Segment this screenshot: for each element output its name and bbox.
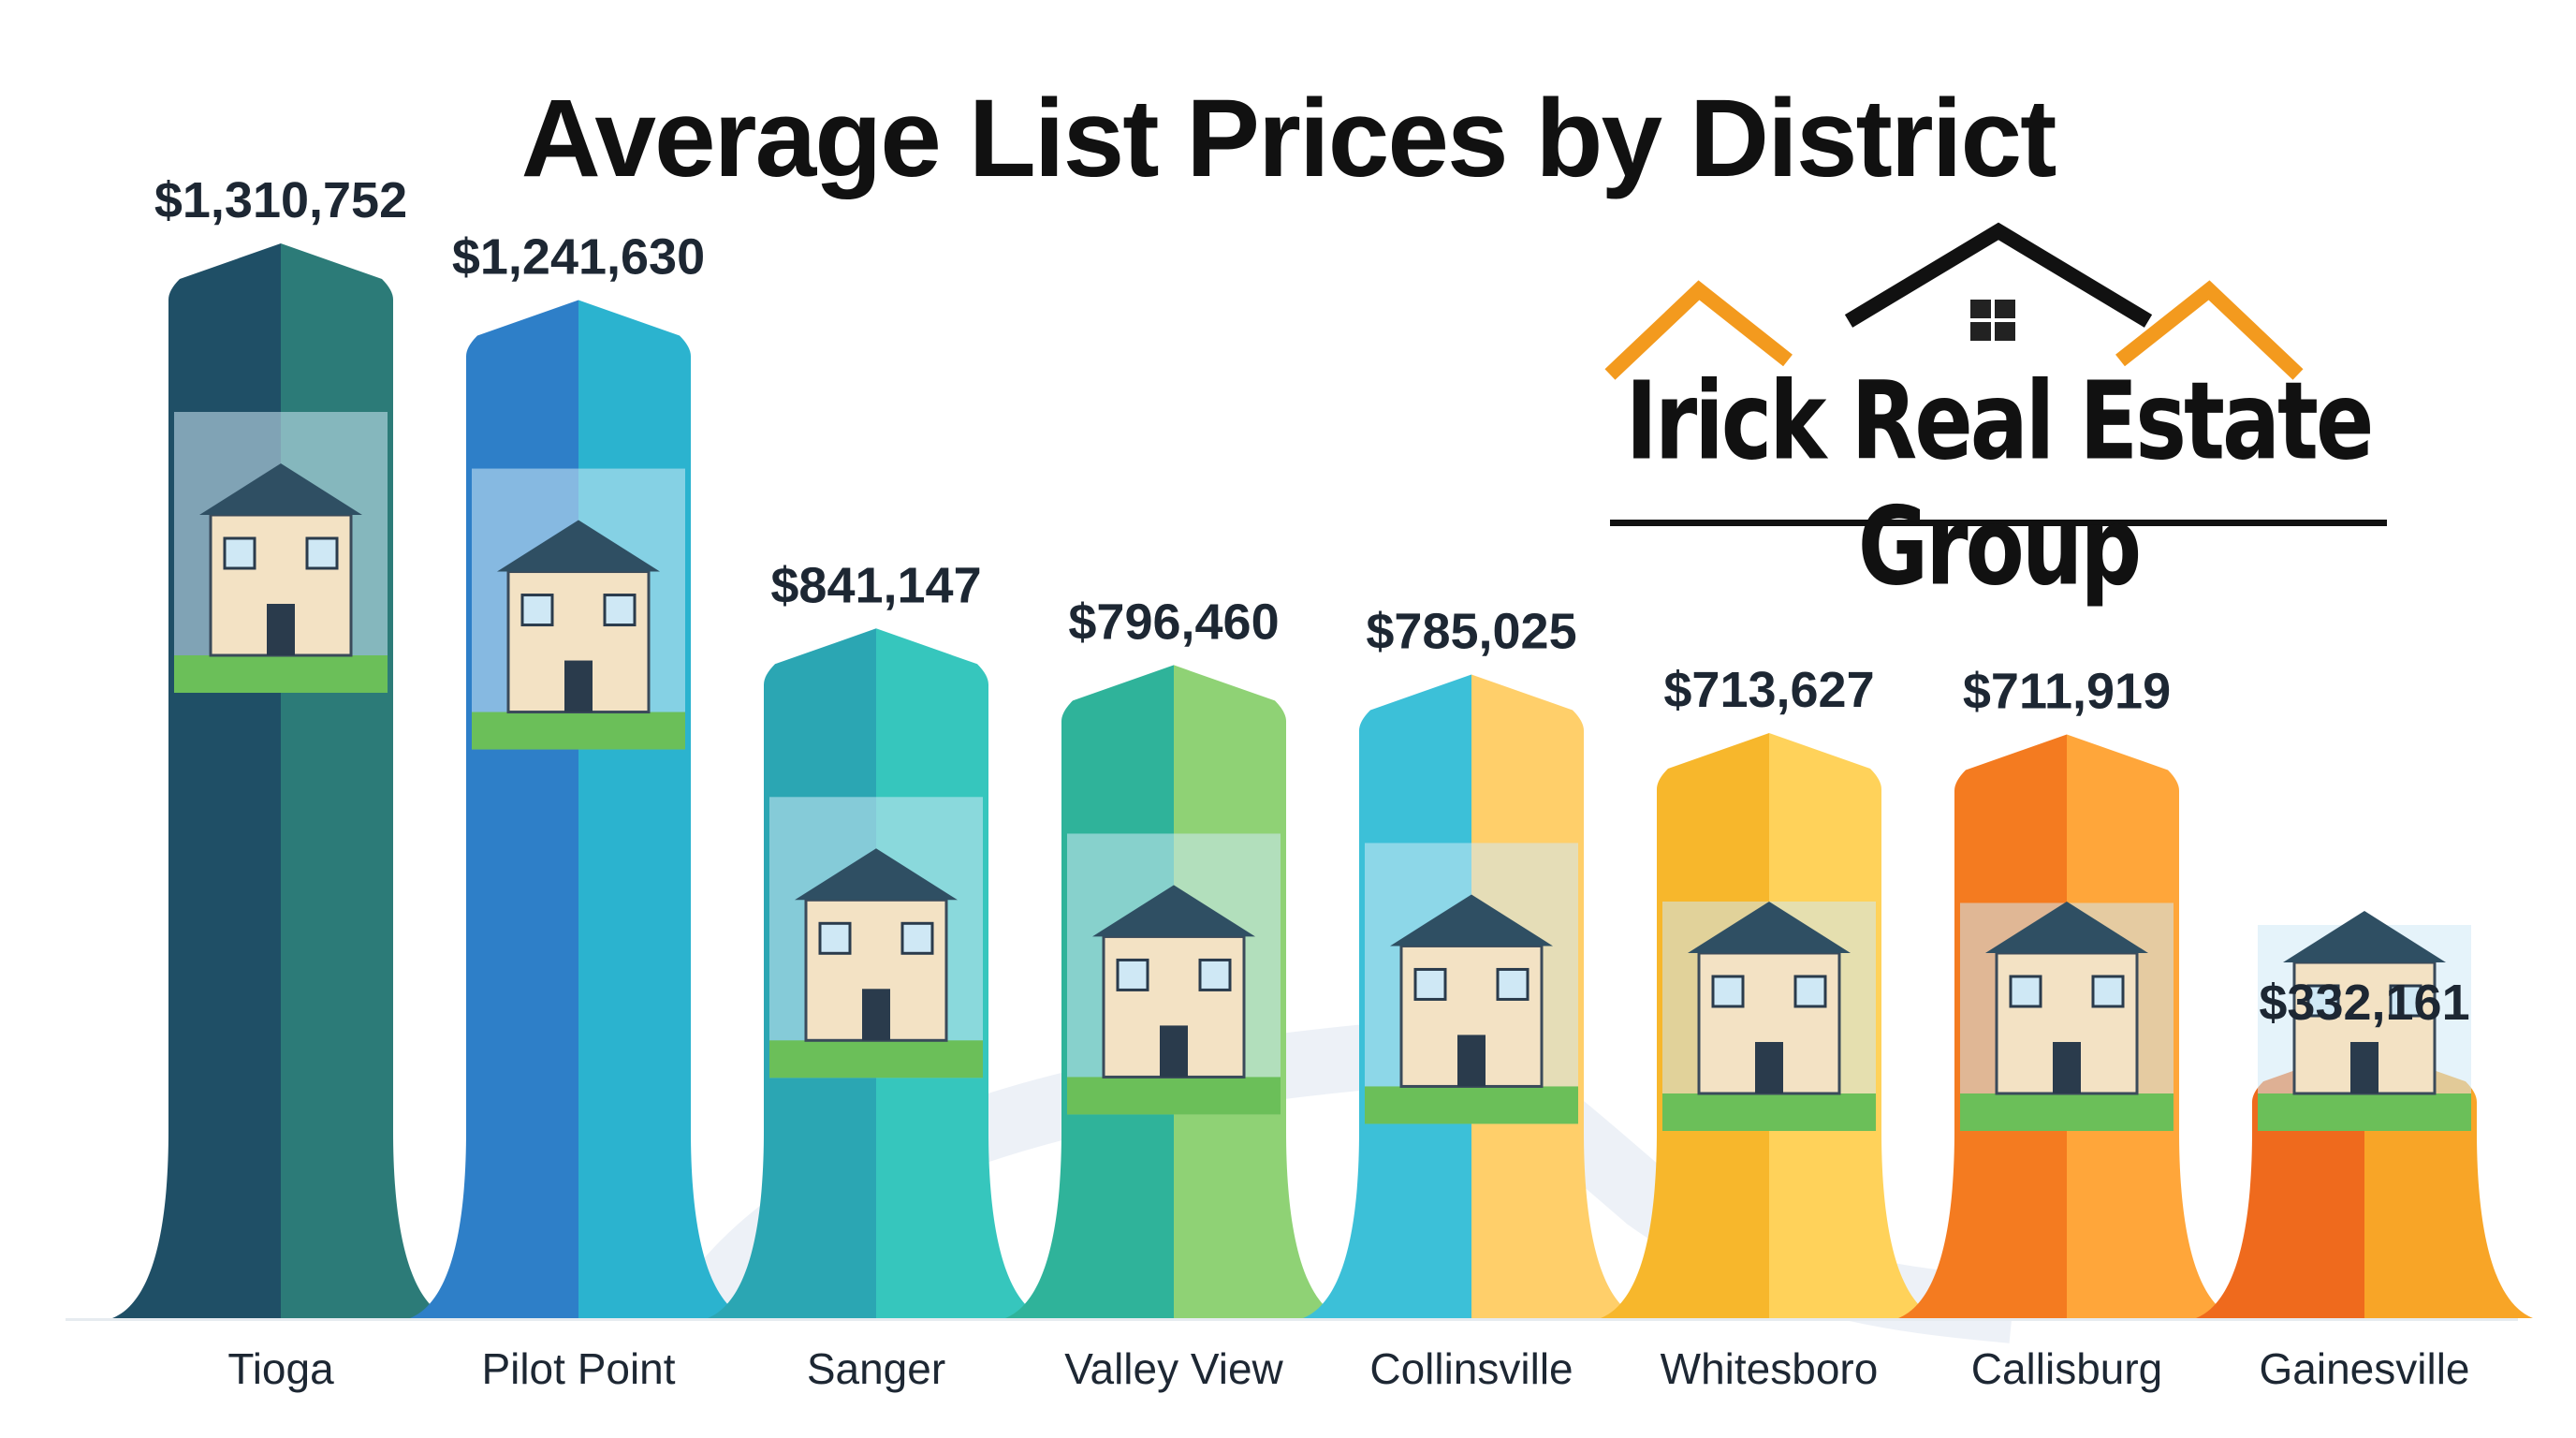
window-icon [305, 536, 339, 570]
bar-pilot-point [410, 300, 747, 1319]
window-icon [1116, 958, 1149, 991]
category-label: Tioga [227, 1344, 334, 1393]
window-icon [2009, 975, 2042, 1008]
company-logo: Irick Real Estate Group [1601, 220, 2396, 609]
value-label: $1,241,630 [452, 229, 705, 286]
value-label: $332,161 [2259, 975, 2469, 1031]
door-icon [862, 989, 890, 1041]
door-icon [564, 660, 593, 712]
category-label: Whitesboro [1661, 1344, 1879, 1393]
grass-strip [1662, 1093, 1876, 1131]
roof-icon [1390, 894, 1553, 946]
window-icon [1711, 975, 1745, 1008]
roof-icon [1985, 902, 2148, 953]
logo-text: Irick Real Estate Group [1625, 359, 2375, 609]
window-icon [1496, 967, 1530, 1001]
value-label: $785,025 [1366, 603, 1576, 659]
door-icon [1160, 1025, 1188, 1078]
chart-title: Average List Prices by District [520, 77, 2057, 200]
category-label: Gainesville [2260, 1344, 2470, 1393]
window-icon [1793, 975, 1827, 1008]
grass-strip [1365, 1086, 1578, 1124]
baseline [66, 1318, 2518, 1321]
roof-icon [795, 848, 958, 901]
window-icon [2091, 975, 2125, 1008]
grass-strip [174, 655, 388, 693]
window-icon [2306, 984, 2340, 1018]
category-label: Pilot Point [481, 1344, 675, 1393]
roof-icon [199, 463, 362, 515]
roof-icon [1688, 902, 1851, 953]
category-label: Callisburg [1971, 1344, 2163, 1393]
value-label: $711,919 [1963, 663, 2171, 719]
value-label: $713,627 [1663, 662, 1874, 718]
grass-strip [2258, 1093, 2471, 1131]
window-icon [520, 594, 554, 627]
door-icon [1755, 1042, 1783, 1093]
house-roof-icon [1604, 222, 2387, 526]
window-icon [1413, 967, 1447, 1001]
window-icon [2389, 984, 2422, 1018]
window-icon [900, 921, 934, 955]
grass-strip [1960, 1093, 2174, 1131]
value-label: $841,147 [770, 557, 981, 613]
roof-icon [2283, 911, 2446, 962]
door-icon [267, 604, 295, 655]
roof-icon [497, 520, 660, 572]
window-icon [818, 921, 852, 955]
window-icon [1198, 958, 1232, 991]
window-icon [223, 536, 256, 570]
value-label: $796,460 [1068, 594, 1279, 650]
door-icon [2350, 1042, 2378, 1093]
door-icon [1457, 1034, 1486, 1087]
grass-strip [1067, 1077, 1281, 1115]
roof-icon [1092, 885, 1255, 937]
window-icon [603, 594, 637, 627]
grass-strip [472, 712, 685, 750]
category-label: Collinsville [1369, 1344, 1573, 1393]
door-icon [2053, 1042, 2081, 1093]
value-label: $1,310,752 [154, 172, 407, 228]
category-label: Valley View [1064, 1344, 1283, 1393]
bar-tioga [112, 243, 449, 1318]
category-label: Sanger [807, 1344, 945, 1393]
grass-strip [769, 1040, 983, 1078]
